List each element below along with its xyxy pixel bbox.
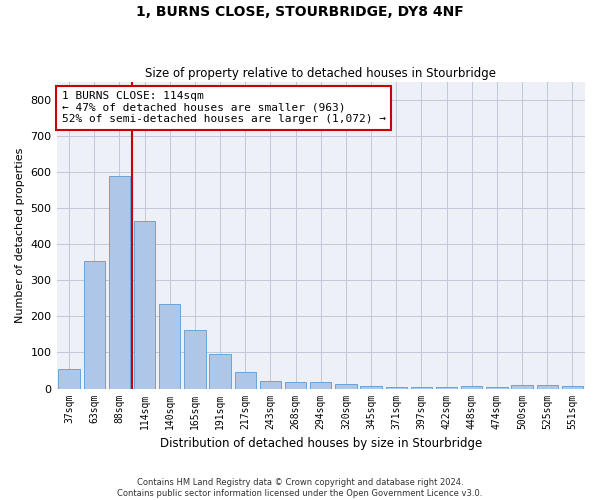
X-axis label: Distribution of detached houses by size in Stourbridge: Distribution of detached houses by size …	[160, 437, 482, 450]
Text: 1 BURNS CLOSE: 114sqm
← 47% of detached houses are smaller (963)
52% of semi-det: 1 BURNS CLOSE: 114sqm ← 47% of detached …	[62, 92, 386, 124]
Bar	[134, 221, 155, 388]
Bar	[209, 354, 231, 388]
Bar	[184, 330, 206, 388]
Bar	[461, 386, 482, 388]
Text: 1, BURNS CLOSE, STOURBRIDGE, DY8 4NF: 1, BURNS CLOSE, STOURBRIDGE, DY8 4NF	[136, 5, 464, 19]
Title: Size of property relative to detached houses in Stourbridge: Size of property relative to detached ho…	[145, 66, 496, 80]
Bar	[83, 260, 105, 388]
Y-axis label: Number of detached properties: Number of detached properties	[15, 148, 25, 323]
Bar	[511, 385, 533, 388]
Bar	[361, 386, 382, 388]
Bar	[536, 385, 558, 388]
Bar	[411, 387, 432, 388]
Bar	[562, 386, 583, 388]
Bar	[285, 382, 307, 388]
Text: Contains HM Land Registry data © Crown copyright and database right 2024.
Contai: Contains HM Land Registry data © Crown c…	[118, 478, 482, 498]
Bar	[109, 176, 130, 388]
Bar	[386, 387, 407, 388]
Bar	[260, 382, 281, 388]
Bar	[335, 384, 356, 388]
Bar	[235, 372, 256, 388]
Bar	[58, 368, 80, 388]
Bar	[436, 387, 457, 388]
Bar	[159, 304, 181, 388]
Bar	[310, 382, 331, 388]
